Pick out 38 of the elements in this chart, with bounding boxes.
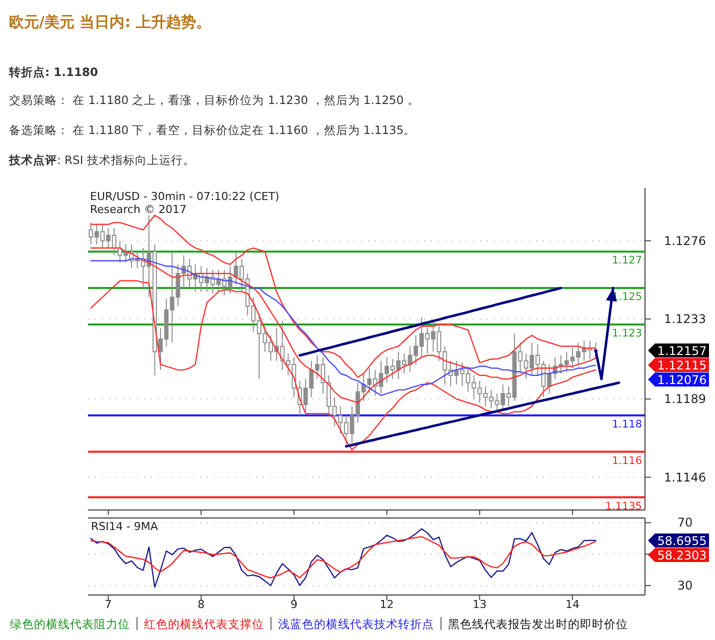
price-box: 58.2303 [648, 548, 709, 562]
ref-line-label: 1.127 [612, 254, 642, 267]
line-series [90, 280, 596, 451]
y-tick-label: 1.1146 [664, 470, 706, 484]
text: 绿色的横线代表阻力位 [10, 617, 130, 631]
annotation: Research © 2017 [90, 203, 186, 216]
price-box: 58.6955 [648, 533, 709, 548]
text: 浅蓝色的横线代表技术转折点 [278, 617, 434, 631]
price-box: 1.12157 [648, 343, 709, 358]
y-tick-label: 30 [677, 578, 693, 593]
y-tick-label: 70 [677, 516, 693, 530]
line-series [90, 214, 596, 378]
line-series [90, 536, 596, 578]
chart-title: 欧元/美元 当日内: 上升趋势。 [9, 13, 211, 31]
y-tick-label: 1.1233 [664, 312, 706, 326]
chart-subtitle: EUR/USD - 30min - 07:10:22 (CET) [90, 190, 280, 203]
ref-line-label: 1.118 [612, 418, 642, 430]
chart-title: RSI14 - 9MA [91, 520, 158, 533]
x-tick-label: 9 [290, 598, 298, 611]
text: 红色的横线代表支撑位 [144, 617, 264, 631]
ref-line-label: 1.123 [612, 327, 642, 340]
y-tick-label: 1.1276 [664, 234, 706, 248]
ref-line-label: 1.116 [612, 454, 642, 467]
text: 技术点评: RSI 技术指标向上运行。 [8, 153, 195, 167]
x-tick-label: 7 [104, 598, 112, 611]
x-tick-label: 8 [198, 598, 205, 611]
x-tick-label: 12 [380, 598, 394, 611]
line-series [298, 286, 562, 357]
x-tick-label: 13 [472, 598, 487, 611]
text: 转折点: 1.1180 [8, 65, 98, 79]
y-tick-label: 1.1189 [664, 392, 706, 406]
text: 备选策略： 在 1.1180 下，看空，目标价位定在 1.1160 ，然后为 1.1135。 [9, 123, 416, 137]
text: 交易策略： 在 1.1180 之上，看涨，目标价位为 1.1230 ，然后为 1.1250 。 [9, 93, 420, 107]
x-tick-label: 14 [565, 598, 580, 611]
price-box: 1.12076 [648, 372, 709, 387]
price-box: 1.12115 [648, 358, 709, 372]
text: 黑色线代表报告发出时的即时价位 [448, 617, 628, 631]
ref-line-label: 1.1135 [605, 500, 642, 512]
